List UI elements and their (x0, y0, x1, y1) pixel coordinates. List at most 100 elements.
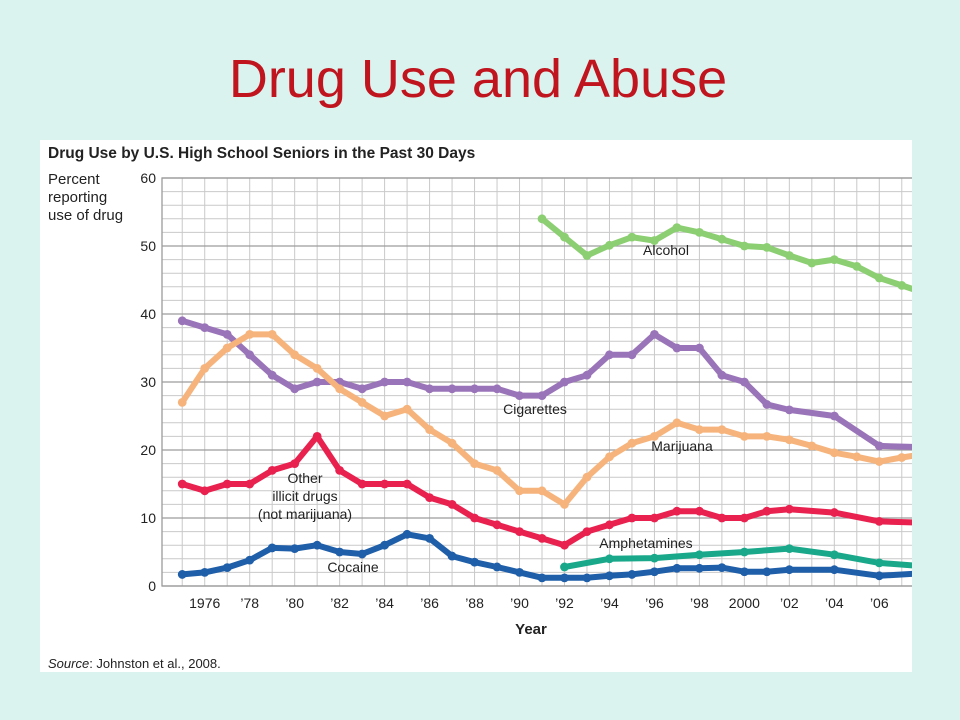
data-point-cocaine (312, 540, 322, 550)
data-point-other-illicit-drugs-not-marijuana (245, 479, 255, 489)
x-tick-label: ’04 (825, 595, 844, 611)
data-point-cocaine (380, 540, 390, 550)
series-lines (177, 214, 912, 583)
x-tick-label: ’84 (375, 595, 394, 611)
data-point-alcohol (695, 228, 704, 237)
y-axis-label-line-1: Percent (48, 171, 101, 188)
data-point-cocaine (829, 565, 839, 575)
data-point-amphetamines (739, 547, 749, 557)
data-point-other-illicit-drugs-not-marijuana (425, 493, 434, 502)
data-point-marijuana (695, 425, 704, 434)
data-point-cigarettes (582, 370, 592, 380)
data-point-other-illicit-drugs-not-marijuana (762, 506, 772, 516)
data-point-marijuana (515, 486, 524, 496)
data-point-cocaine (739, 567, 749, 577)
data-point-alcohol (897, 281, 907, 290)
data-point-marijuana (627, 438, 637, 448)
data-point-amphetamines (784, 544, 794, 553)
data-point-marijuana (177, 398, 187, 407)
chart-panel: Drug Use by U.S. High School Seniors in … (40, 140, 912, 672)
y-axis-label-line-3: use of drug (48, 207, 123, 224)
data-point-cigarettes (380, 377, 390, 387)
y-axis-label-line-2: reporting (48, 189, 107, 206)
data-point-other-illicit-drugs-not-marijuana (335, 466, 345, 475)
y-tick-label: 0 (148, 578, 156, 594)
data-point-cocaine (245, 555, 255, 565)
data-point-marijuana (739, 432, 749, 441)
data-point-other-illicit-drugs-not-marijuana (402, 479, 412, 489)
line-chart: Drug Use by U.S. High School Seniors in … (48, 145, 912, 671)
data-point-amphetamines (695, 550, 704, 560)
data-point-other-illicit-drugs-not-marijuana (717, 513, 727, 523)
data-point-alcohol (582, 251, 592, 260)
data-point-cigarettes (650, 330, 659, 339)
data-point-cocaine (784, 565, 794, 575)
data-point-cigarettes (672, 343, 682, 353)
data-point-marijuana (312, 364, 322, 373)
data-point-other-illicit-drugs-not-marijuana (267, 466, 277, 475)
x-tick-label: ’82 (330, 595, 349, 611)
data-point-cigarettes (267, 370, 277, 380)
data-point-cocaine (605, 571, 614, 581)
y-tick-label: 40 (140, 306, 156, 322)
data-point-other-illicit-drugs-not-marijuana (650, 513, 659, 523)
data-point-marijuana (650, 432, 659, 441)
data-point-other-illicit-drugs-not-marijuana (290, 459, 300, 468)
data-point-marijuana (290, 350, 300, 360)
data-point-marijuana (717, 425, 727, 434)
x-tick-label: ’92 (555, 595, 574, 611)
data-point-marijuana (582, 472, 592, 482)
data-point-amphetamines (829, 550, 839, 560)
data-point-alcohol (560, 232, 569, 242)
x-axis-label: Year (515, 621, 547, 638)
data-point-cocaine (762, 567, 772, 577)
data-point-other-illicit-drugs-not-marijuana (874, 517, 884, 526)
data-point-cigarettes (245, 350, 255, 360)
data-point-alcohol (784, 251, 794, 260)
data-point-cigarettes (312, 377, 322, 387)
data-point-cigarettes (200, 323, 210, 332)
data-point-cocaine (200, 568, 210, 577)
data-point-marijuana (380, 411, 390, 421)
data-point-other-illicit-drugs-not-marijuana (312, 432, 322, 441)
y-axis-label: Percent reporting use of drug (48, 171, 123, 224)
data-point-other-illicit-drugs-not-marijuana (672, 506, 682, 516)
data-point-cigarettes (177, 316, 187, 326)
data-point-cocaine (537, 573, 547, 583)
data-point-marijuana (357, 398, 367, 407)
data-point-amphetamines (605, 554, 614, 564)
data-point-other-illicit-drugs-not-marijuana (447, 500, 457, 509)
data-point-marijuana (245, 330, 255, 339)
x-tick-label: ’78 (240, 595, 259, 611)
data-point-marijuana (267, 330, 277, 339)
data-point-alcohol (829, 255, 839, 264)
data-point-cocaine (695, 563, 704, 573)
source-prefix: Source (48, 656, 89, 671)
data-point-marijuana (335, 384, 345, 394)
data-point-cigarettes (290, 384, 300, 394)
data-point-other-illicit-drugs-not-marijuana (200, 486, 210, 496)
data-point-cocaine (470, 557, 479, 567)
data-point-cocaine (447, 551, 457, 561)
data-point-marijuana (829, 448, 839, 458)
data-point-cocaine (357, 549, 367, 559)
data-point-other-illicit-drugs-not-marijuana (627, 513, 637, 523)
series-label-other-illicit-drugs-not-marijuana: Other illicit drugs (not marijuana) (258, 470, 352, 522)
x-tick-label: ’80 (285, 595, 304, 611)
series-line-amphetamines (561, 545, 912, 570)
data-point-cigarettes (425, 384, 434, 394)
data-point-marijuana (425, 425, 434, 434)
data-point-cigarettes (829, 411, 839, 421)
data-point-marijuana (897, 453, 907, 462)
data-point-other-illicit-drugs-not-marijuana (582, 527, 592, 536)
y-tick-label: 50 (140, 238, 156, 254)
x-tick-label: 1976 (189, 595, 220, 611)
x-tick-label: ’86 (420, 595, 439, 611)
y-tick-label: 60 (140, 170, 156, 186)
data-point-marijuana (874, 457, 884, 466)
data-point-alcohol (807, 258, 817, 268)
data-point-other-illicit-drugs-not-marijuana (515, 527, 524, 536)
y-tick-label: 30 (140, 374, 156, 390)
data-point-alcohol (739, 241, 749, 251)
data-point-alcohol (650, 236, 659, 245)
